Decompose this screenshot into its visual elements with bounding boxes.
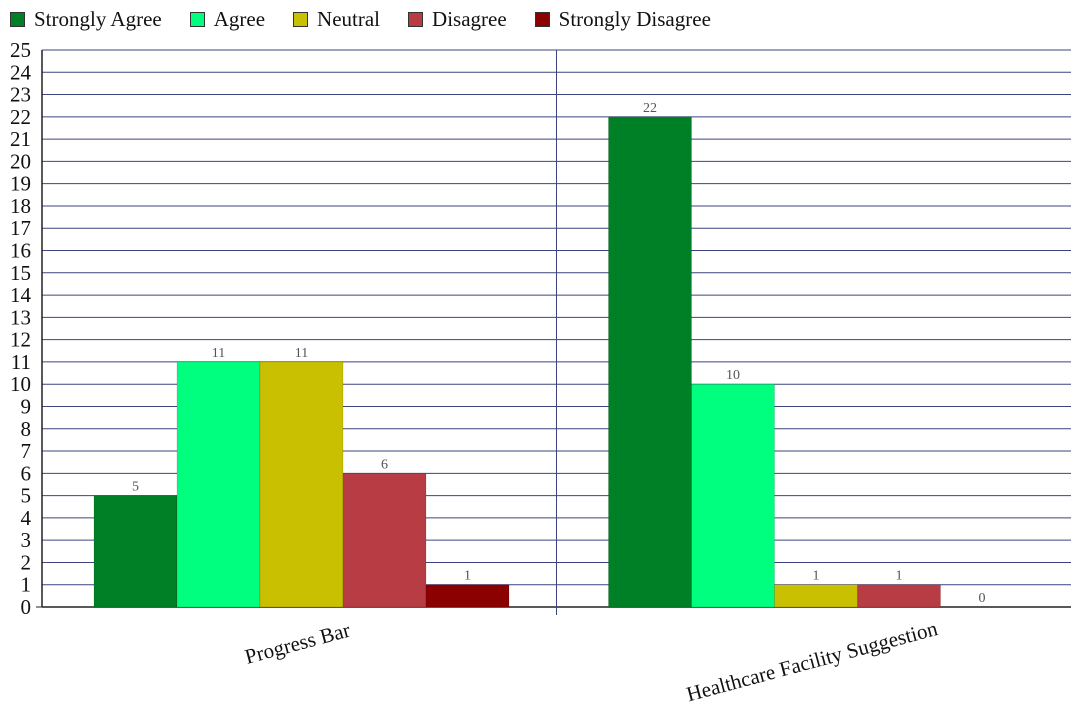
legend-swatch bbox=[408, 11, 424, 27]
y-tick-label: 21 bbox=[10, 127, 31, 151]
bar bbox=[259, 361, 344, 608]
bar bbox=[774, 584, 858, 608]
y-tick-label: 17 bbox=[10, 216, 31, 240]
legend-item: Strongly Agree bbox=[10, 7, 162, 32]
y-tick-label: 9 bbox=[21, 394, 32, 418]
bar bbox=[691, 383, 775, 608]
x-tick-label: Healthcare Facility Suggestion bbox=[684, 616, 941, 706]
y-tick-label: 0 bbox=[21, 595, 32, 619]
legend-swatch bbox=[10, 11, 25, 27]
y-tick-label: 20 bbox=[10, 149, 31, 173]
legend-swatch bbox=[189, 11, 205, 27]
data-label: 1 bbox=[896, 569, 903, 584]
y-tick-label: 24 bbox=[10, 60, 32, 84]
y-tick-label: 16 bbox=[10, 239, 31, 263]
data-label: 0 bbox=[979, 591, 986, 606]
bar bbox=[425, 584, 510, 608]
legend-swatch bbox=[293, 11, 309, 27]
y-tick-label: 23 bbox=[10, 83, 31, 107]
data-label: 6 bbox=[381, 457, 388, 472]
y-tick-label: 11 bbox=[11, 350, 31, 374]
y-tick-label: 8 bbox=[21, 417, 32, 441]
bar bbox=[93, 495, 178, 608]
x-tick-label: Progress Bar bbox=[242, 618, 352, 669]
y-tick-label: 13 bbox=[10, 305, 31, 329]
data-label: 1 bbox=[813, 569, 820, 584]
chart-legend: Strongly Agree Agree Neutral Disagree Strong… bbox=[10, 6, 739, 32]
data-label: 1 bbox=[464, 569, 471, 584]
bar bbox=[176, 361, 261, 608]
y-tick-label: 10 bbox=[10, 372, 31, 396]
bar bbox=[608, 116, 692, 608]
legend-label: Strongly Agree bbox=[34, 6, 162, 31]
y-tick-label: 1 bbox=[21, 573, 32, 597]
y-tick-label: 4 bbox=[21, 506, 32, 530]
legend-item: Disagree bbox=[408, 7, 507, 32]
y-tick-label: 18 bbox=[10, 194, 31, 218]
legend-label: Strongly Disagree bbox=[558, 6, 711, 31]
y-tick-label: 22 bbox=[10, 105, 31, 129]
y-tick-label: 12 bbox=[10, 328, 31, 352]
y-tick-label: 15 bbox=[10, 261, 31, 285]
data-label: 22 bbox=[643, 101, 657, 116]
legend-item: Agree bbox=[189, 6, 266, 32]
y-tick-label: 5 bbox=[21, 484, 32, 508]
y-tick-label: 6 bbox=[21, 461, 32, 485]
legend-label: Neutral bbox=[317, 6, 381, 31]
data-label: 10 bbox=[726, 368, 740, 383]
data-label: 5 bbox=[132, 480, 139, 495]
data-label: 11 bbox=[212, 346, 225, 361]
legend-item: Strongly Disagree bbox=[534, 6, 711, 32]
y-tick-label: 19 bbox=[10, 172, 31, 196]
data-label: 11 bbox=[295, 346, 308, 361]
legend-label: Disagree bbox=[432, 6, 507, 31]
legend-swatch bbox=[534, 11, 550, 27]
y-tick-label: 2 bbox=[21, 550, 32, 574]
y-tick-label: 3 bbox=[21, 528, 32, 552]
bar bbox=[857, 584, 941, 608]
y-tick-label: 7 bbox=[21, 439, 32, 463]
legend-item: Neutral bbox=[293, 7, 380, 32]
bar bbox=[342, 473, 427, 608]
legend-label: Agree bbox=[213, 6, 266, 31]
y-tick-label: 25 bbox=[10, 38, 31, 62]
y-tick-label: 14 bbox=[10, 283, 32, 307]
